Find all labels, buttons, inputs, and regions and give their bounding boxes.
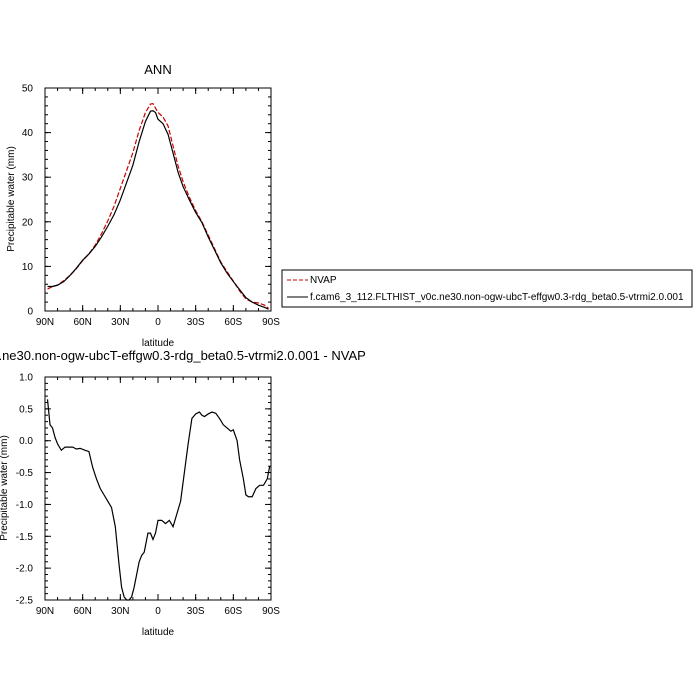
top-x-tick-label: 60S	[224, 317, 242, 328]
top-y-tick-label: 0	[27, 307, 33, 318]
bottom-series-line-0	[46, 399, 271, 601]
bottom-x-tick-label: 30S	[187, 606, 205, 617]
legend-label-nvap: NVAP	[310, 275, 337, 286]
top-x-axis-label: latitude	[142, 338, 175, 349]
legend-box	[281, 269, 693, 308]
bottom-y-tick-label: 1.0	[19, 373, 33, 384]
top-title: ANN	[144, 62, 171, 77]
top-y-tick-label: 10	[22, 262, 34, 273]
top-panel: ANN 90N 60N 30N 0 30S 60S 90S 0 10 20 30 40 50 latit…	[6, 62, 693, 349]
legend: NVAP f.cam6_3_112.FLTHIST_v0c.ne30.non-o…	[281, 269, 693, 308]
top-x-tick-label: 90S	[262, 317, 280, 328]
top-x-tick-label: 0	[155, 317, 161, 328]
bottom-y-tick-label: -1.5	[16, 532, 34, 543]
bottom-plot-area: 90N 60N 30N 0 30S 60S 90S -2.5 -2.0 -1.5 -1.0 -0.5 0…	[16, 373, 280, 618]
bottom-x-tick-label: 60S	[224, 606, 242, 617]
top-y-tick-label: 40	[22, 128, 34, 139]
bottom-y-tick-label: -0.5	[16, 468, 34, 479]
top-y-tick-label: 50	[22, 84, 34, 95]
top-series-line-0	[47, 102, 269, 309]
bottom-panel: f.cam6_3_112.FLTHIST_v0c.ne30.non-ogw-ub…	[0, 348, 366, 638]
bottom-y-tick-label: -2.5	[16, 596, 34, 607]
bottom-x-tick-label: 0	[155, 606, 161, 617]
top-series-line-1	[47, 110, 269, 310]
top-y-tick-label: 20	[22, 217, 34, 228]
bottom-x-tick-label: 90S	[262, 606, 280, 617]
bottom-y-tick-label: -1.0	[16, 500, 34, 511]
bottom-y-tick-label: 0.0	[19, 436, 33, 447]
top-y-tick-label: 30	[22, 173, 34, 184]
bottom-x-tick-label: 30N	[111, 606, 129, 617]
top-x-tick-label: 90N	[36, 317, 54, 328]
bottom-y-axis-label: Precipitable water (mm)	[0, 435, 10, 541]
top-plot-area: 90N 60N 30N 0 30S 60S 90S 0 10 20 30 40 50	[22, 84, 280, 329]
top-x-tick-label: 60N	[73, 317, 91, 328]
top-x-tick-label: 30S	[187, 317, 205, 328]
top-plot-frame	[44, 87, 272, 312]
legend-label-model: f.cam6_3_112.FLTHIST_v0c.ne30.non-ogw-ub…	[310, 292, 684, 303]
bottom-x-tick-label: 90N	[36, 606, 54, 617]
bottom-title: f.cam6_3_112.FLTHIST_v0c.ne30.non-ogw-ub…	[0, 348, 366, 363]
bottom-x-axis-label: latitude	[142, 627, 175, 638]
bottom-x-tick-label: 60N	[73, 606, 91, 617]
bottom-y-tick-label: 0.5	[19, 404, 33, 415]
top-x-tick-label: 30N	[111, 317, 129, 328]
top-y-axis-label: Precipitable water (mm)	[6, 146, 17, 252]
bottom-plot-frame	[44, 376, 272, 601]
bottom-y-tick-label: -2.0	[16, 564, 34, 575]
